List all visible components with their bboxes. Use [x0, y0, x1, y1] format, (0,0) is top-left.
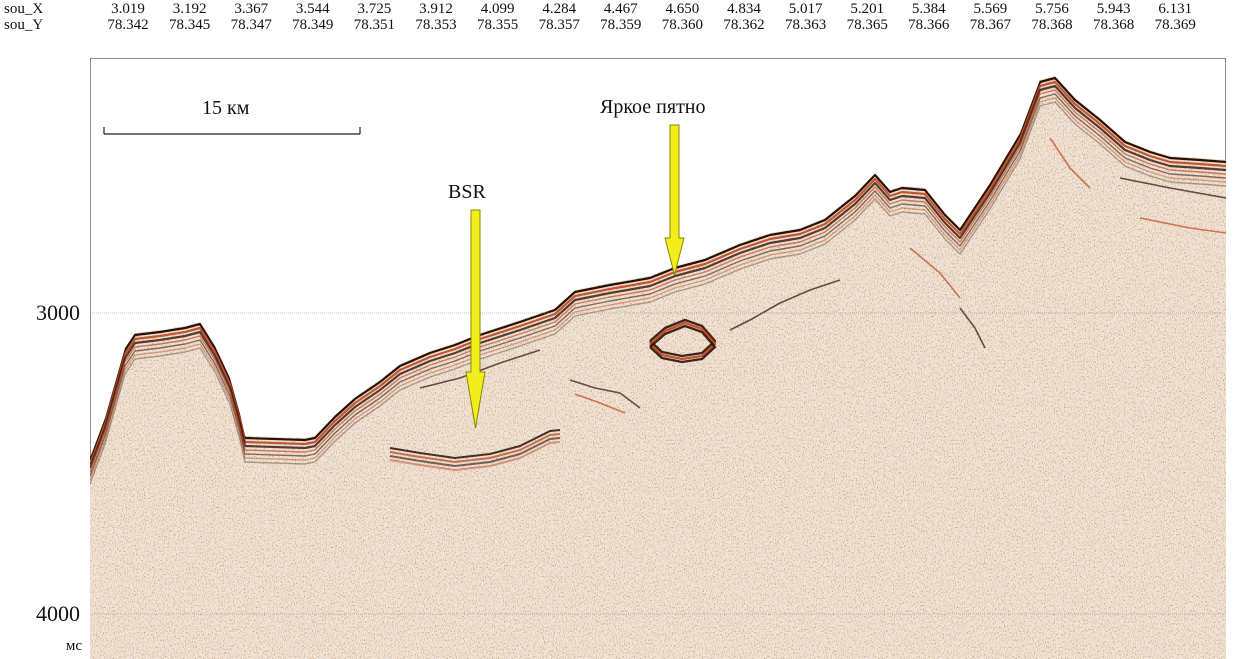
reflector [90, 101, 1226, 485]
reflector [389, 441, 561, 471]
sou-x-value: 3.019 [111, 1, 145, 17]
sou-x-value: 4.650 [665, 1, 700, 17]
sou-y-value: 78.359 [600, 17, 642, 33]
sou-y-value: 78.368 [1031, 17, 1073, 33]
sou-y-value: 78.360 [661, 17, 704, 33]
sou-x-value: 4.467 [603, 1, 638, 17]
reflector [389, 429, 561, 459]
sou-y-value: 78.362 [723, 17, 765, 33]
scale-bar-label: 15 км [202, 97, 250, 119]
sou-y-value: 78.367 [969, 17, 1012, 33]
sou-x-value: 5.569 [973, 1, 1008, 17]
sou-x-value: 4.099 [480, 1, 515, 17]
sou-x-value: 6.131 [1158, 1, 1193, 17]
seismic-section-image [90, 58, 1226, 659]
sou-x-value: 3.912 [419, 1, 453, 17]
sou-x-value: 5.756 [1035, 1, 1069, 17]
sou-x-value: 3.367 [234, 1, 269, 17]
reflector [729, 279, 841, 331]
sou-y-value: 78.365 [846, 17, 888, 33]
reflector [90, 89, 1226, 473]
time-axis: 3000 4000 мс [0, 0, 100, 659]
sou-x-value: 3.725 [357, 1, 392, 17]
sou-x-value: 5.384 [911, 1, 946, 17]
sou-y-value: 78.357 [538, 17, 580, 33]
scale-bar [103, 127, 361, 135]
tick-label-4000: 4000 [36, 601, 80, 626]
sou-y-value: 78.345 [168, 17, 211, 33]
seismic-profile: 15 км BSR Яркое пятно [90, 58, 1226, 659]
sou-x-value: 4.834 [727, 1, 761, 17]
reflector [90, 97, 1226, 481]
bright-spot-label: Яркое пятно [600, 96, 706, 118]
sou-x-value: 3.544 [295, 1, 330, 17]
reflector [90, 84, 1226, 469]
reflector [90, 93, 1226, 477]
reflector [574, 393, 626, 414]
bsr-arrow [465, 209, 486, 429]
reflector [959, 307, 986, 349]
reflector [649, 318, 717, 358]
reflector [389, 433, 561, 463]
sou-x-value: 5.017 [788, 1, 823, 17]
sou-x-label: sou_X [4, 1, 44, 17]
reflector [1049, 137, 1091, 189]
reflector [649, 324, 717, 364]
sou-x-value: 4.284 [542, 1, 577, 17]
sou-y-value: 78.369 [1154, 17, 1196, 33]
reflector [389, 437, 561, 467]
sou-y-value: 78.351 [353, 17, 396, 33]
reflector [1139, 217, 1226, 234]
tick-label-3000: 3000 [36, 300, 80, 325]
sou-y-value: 78.366 [908, 17, 950, 33]
bright-spot-arrow [664, 124, 685, 276]
sou-y-value: 78.347 [230, 17, 272, 33]
sou-x-value: 5.201 [850, 1, 885, 17]
sou-y-label: sou_Y [4, 17, 44, 33]
sou-y-value: 78.353 [415, 17, 457, 33]
sou-x-value: 3.192 [172, 1, 207, 17]
reflector [569, 379, 641, 409]
sou-x-value: 5.943 [1096, 1, 1131, 17]
time-unit-label: мс [65, 638, 82, 654]
sou-y-value: 78.355 [476, 17, 519, 33]
reflector [1119, 177, 1226, 199]
sou-y-value: 78.342 [107, 17, 149, 33]
reflector [649, 321, 717, 361]
bsr-label: BSR [448, 181, 486, 203]
sou-y-value: 78.349 [292, 17, 334, 33]
reflector [909, 247, 961, 299]
sou-y-value: 78.363 [784, 17, 827, 33]
sou-y-value: 78.368 [1092, 17, 1135, 33]
